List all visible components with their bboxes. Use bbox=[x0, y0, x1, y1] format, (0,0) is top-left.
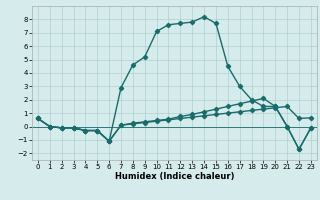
X-axis label: Humidex (Indice chaleur): Humidex (Indice chaleur) bbox=[115, 172, 234, 181]
